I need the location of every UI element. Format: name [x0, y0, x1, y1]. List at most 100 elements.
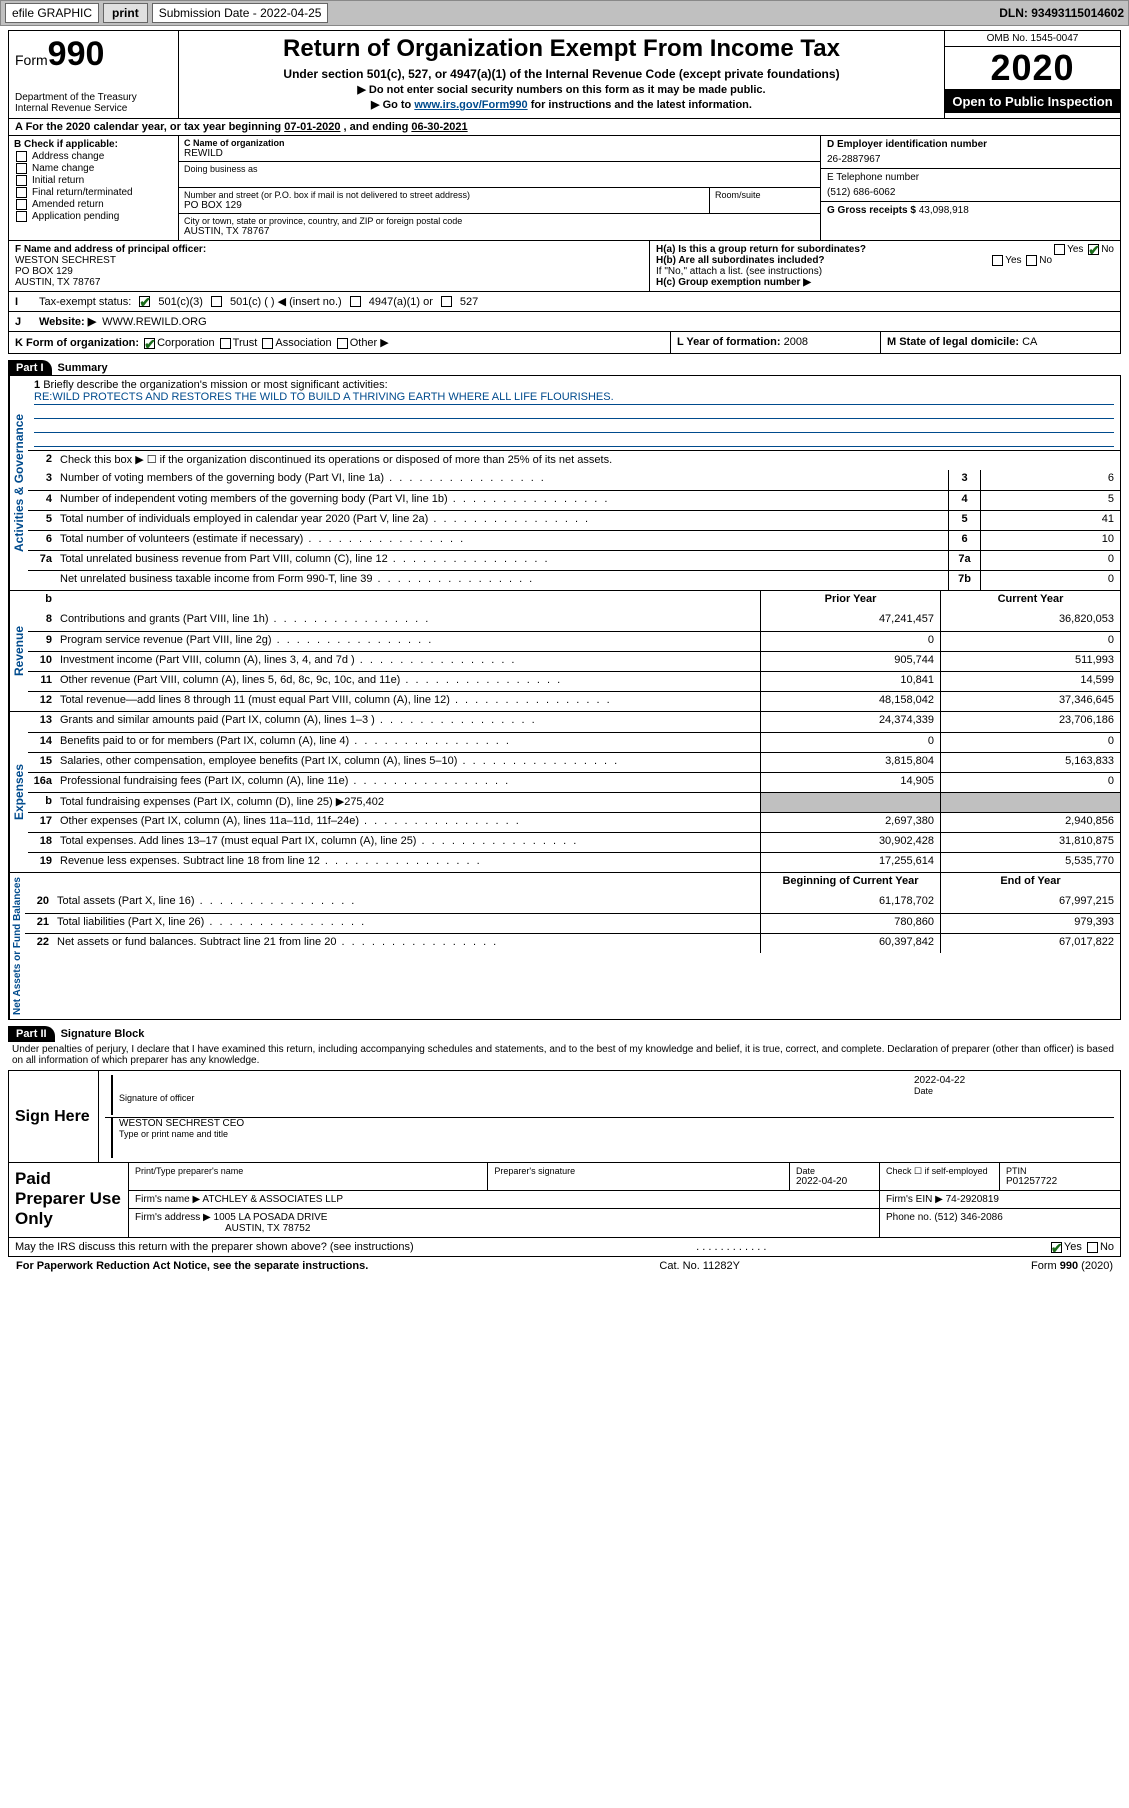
current-value: 31,810,875 — [940, 833, 1120, 852]
chk-final-return[interactable] — [16, 187, 27, 198]
irs-link[interactable]: www.irs.gov/Form990 — [414, 99, 527, 111]
chk-address-change[interactable] — [16, 151, 27, 162]
prior-value: 905,744 — [760, 652, 940, 671]
form-number: 990 — [48, 35, 105, 73]
eoy-value: 979,393 — [940, 914, 1120, 933]
hb-no[interactable] — [1026, 255, 1037, 266]
prior-value: 14,905 — [760, 773, 940, 792]
firm-addr1: 1005 LA POSADA DRIVE — [214, 1212, 328, 1223]
prior-value: 3,815,804 — [760, 753, 940, 772]
phone-value: (512) 686-6062 — [827, 187, 1114, 198]
klm-row: K Form of organization: Corporation Trus… — [8, 332, 1121, 354]
chk-name-change[interactable] — [16, 163, 27, 174]
signature-block: Sign Here Signature of officer 2022-04-2… — [8, 1070, 1121, 1238]
paid-preparer-label: Paid Preparer Use Only — [9, 1163, 129, 1237]
sig-officer-label: Signature of officer — [119, 1093, 914, 1103]
discuss-row: May the IRS discuss this return with the… — [8, 1238, 1121, 1257]
line2-discontinued: Check this box ▶ ☐ if the organization d… — [56, 451, 1120, 470]
form-page: Form 990 (2020) — [1031, 1260, 1113, 1272]
current-value: 0 — [940, 632, 1120, 651]
print-button[interactable]: print — [103, 3, 148, 23]
chk-initial-return[interactable] — [16, 175, 27, 186]
goto-line: ▶ Go to www.irs.gov/Form990 for instruct… — [185, 98, 938, 111]
state-domicile: CA — [1022, 336, 1037, 348]
summary-value: 41 — [980, 511, 1120, 530]
summary-value: 0 — [980, 551, 1120, 570]
chk-501c[interactable] — [211, 296, 222, 307]
top-toolbar: efile GRAPHIC print Submission Date - 20… — [0, 0, 1129, 26]
rev-line: Other revenue (Part VIII, column (A), li… — [56, 672, 760, 691]
prior-year-hdr: Prior Year — [760, 591, 940, 611]
summary-value: 5 — [980, 491, 1120, 510]
eoy-value: 67,997,215 — [940, 893, 1120, 913]
chk-trust[interactable] — [220, 338, 231, 349]
chk-other[interactable] — [337, 338, 348, 349]
part1-summary: Activities & Governance 1 Briefly descri… — [8, 375, 1121, 1020]
chk-4947[interactable] — [350, 296, 361, 307]
tax-year: 2020 — [945, 47, 1120, 90]
self-employed-check: Check ☐ if self-employed — [880, 1163, 1000, 1190]
firm-ein: 74-2920819 — [946, 1194, 999, 1205]
chk-app-pending[interactable] — [16, 211, 27, 222]
firm-addr2: AUSTIN, TX 78752 — [225, 1223, 310, 1234]
open-to-public: Open to Public Inspection — [945, 90, 1120, 113]
chk-assoc[interactable] — [262, 338, 273, 349]
side-activities: Activities & Governance — [9, 376, 28, 590]
chk-amended[interactable] — [16, 199, 27, 210]
part2-header: Part II — [8, 1026, 55, 1042]
firm-phone: (512) 346-2086 — [934, 1212, 1002, 1223]
gross-label: G Gross receipts $ — [827, 205, 916, 216]
hb-note: If "No," attach a list. (see instruction… — [656, 266, 1114, 277]
hb-yes[interactable] — [992, 255, 1003, 266]
exp-line: Benefits paid to or for members (Part IX… — [56, 733, 760, 752]
city-label: City or town, state or province, country… — [184, 216, 815, 226]
exp-line: Salaries, other compensation, employee b… — [56, 753, 760, 772]
hc-line: H(c) Group exemption number ▶ — [656, 277, 811, 288]
prep-date: 2022-04-20 — [796, 1176, 873, 1187]
prior-value: 17,255,614 — [760, 853, 940, 872]
ha-no[interactable] — [1088, 244, 1099, 255]
side-netassets: Net Assets or Fund Balances — [9, 873, 25, 1019]
exp-line: Revenue less expenses. Subtract line 18 … — [56, 853, 760, 872]
part1-title: Summary — [58, 362, 108, 374]
room-label: Room/suite — [715, 190, 815, 200]
officer-addr1: PO BOX 129 — [15, 266, 643, 277]
chk-corp[interactable] — [144, 338, 155, 349]
current-value: 511,993 — [940, 652, 1120, 671]
omb-number: OMB No. 1545-0047 — [945, 31, 1120, 47]
ein-label: D Employer identification number — [827, 139, 1114, 150]
year-formation: 2008 — [784, 336, 808, 348]
prior-value: 10,841 — [760, 672, 940, 691]
discuss-yes[interactable] — [1051, 1242, 1062, 1253]
summary-value: 6 — [980, 470, 1120, 490]
mission-text: RE:WILD PROTECTS AND RESTORES THE WILD T… — [34, 391, 1114, 405]
prior-value: 0 — [760, 632, 940, 651]
efile-label: efile GRAPHIC — [5, 3, 99, 23]
city-state-zip: AUSTIN, TX 78767 — [184, 226, 815, 237]
phone-label: E Telephone number — [827, 172, 1114, 183]
discuss-no[interactable] — [1087, 1242, 1098, 1253]
ha-line: H(a) Is this a group return for subordin… — [656, 244, 1114, 255]
exp-line: Total fundraising expenses (Part IX, col… — [56, 793, 760, 812]
org-name-label: C Name of organization — [184, 138, 815, 148]
chk-527[interactable] — [441, 296, 452, 307]
exp-line: Professional fundraising fees (Part IX, … — [56, 773, 760, 792]
net-line: Net assets or fund balances. Subtract li… — [53, 934, 760, 953]
boy-value: 61,178,702 — [760, 893, 940, 913]
eoy-hdr: End of Year — [940, 873, 1120, 893]
cat-number: Cat. No. 11282Y — [659, 1260, 740, 1272]
form-subtitle: Under section 501(c), 527, or 4947(a)(1)… — [185, 67, 938, 81]
officer-addr2: AUSTIN, TX 78767 — [15, 277, 643, 288]
submission-date-label: Submission Date - 2022-04-25 — [152, 3, 329, 23]
current-value: 0 — [940, 773, 1120, 792]
irs-label: Internal Revenue Service — [15, 103, 172, 114]
rev-line: Program service revenue (Part VIII, line… — [56, 632, 760, 651]
part1-header: Part I — [8, 360, 52, 376]
hb-line: H(b) Are all subordinates included? Yes … — [656, 255, 1114, 266]
chk-501c3[interactable] — [139, 296, 150, 307]
website-row: J Website: ▶ WWW.REWILD.ORG — [8, 312, 1121, 332]
identity-block: B Check if applicable: Address change Na… — [8, 136, 1121, 241]
prior-value: 2,697,380 — [760, 813, 940, 832]
ha-yes[interactable] — [1054, 244, 1065, 255]
rev-line: Contributions and grants (Part VIII, lin… — [56, 611, 760, 631]
